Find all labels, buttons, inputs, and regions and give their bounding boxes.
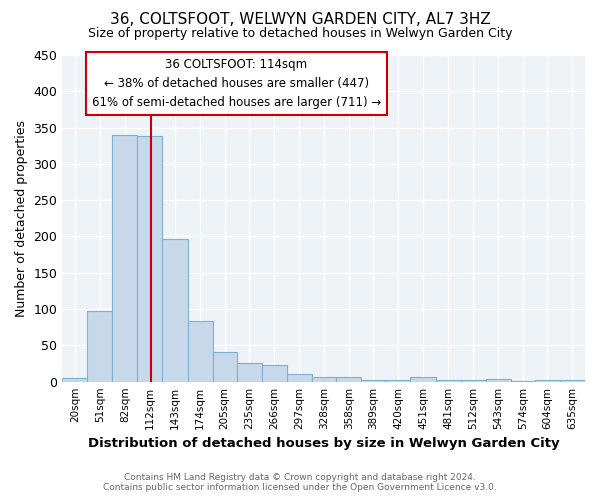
Bar — [560, 380, 585, 382]
Bar — [287, 374, 312, 382]
Bar — [312, 376, 336, 382]
Text: 36 COLTSFOOT: 114sqm
← 38% of detached houses are smaller (447)
61% of semi-deta: 36 COLTSFOOT: 114sqm ← 38% of detached h… — [92, 58, 381, 109]
X-axis label: Distribution of detached houses by size in Welwyn Garden City: Distribution of detached houses by size … — [88, 437, 559, 450]
Bar — [436, 380, 461, 382]
Bar — [410, 378, 436, 382]
Bar — [188, 320, 212, 382]
Bar — [88, 310, 112, 382]
Bar — [212, 352, 237, 382]
Bar — [237, 363, 262, 382]
Text: Contains HM Land Registry data © Crown copyright and database right 2024.
Contai: Contains HM Land Registry data © Crown c… — [103, 473, 497, 492]
Text: Size of property relative to detached houses in Welwyn Garden City: Size of property relative to detached ho… — [88, 28, 512, 40]
Bar — [336, 378, 361, 382]
Bar — [511, 381, 535, 382]
Bar — [461, 380, 485, 382]
Bar — [385, 380, 410, 382]
Bar — [485, 379, 511, 382]
Bar — [137, 136, 163, 382]
Bar — [262, 365, 287, 382]
Bar — [535, 380, 560, 382]
Text: 36, COLTSFOOT, WELWYN GARDEN CITY, AL7 3HZ: 36, COLTSFOOT, WELWYN GARDEN CITY, AL7 3… — [110, 12, 490, 28]
Y-axis label: Number of detached properties: Number of detached properties — [15, 120, 28, 317]
Bar — [361, 380, 385, 382]
Bar — [163, 240, 188, 382]
Bar — [62, 378, 88, 382]
Bar — [112, 135, 137, 382]
